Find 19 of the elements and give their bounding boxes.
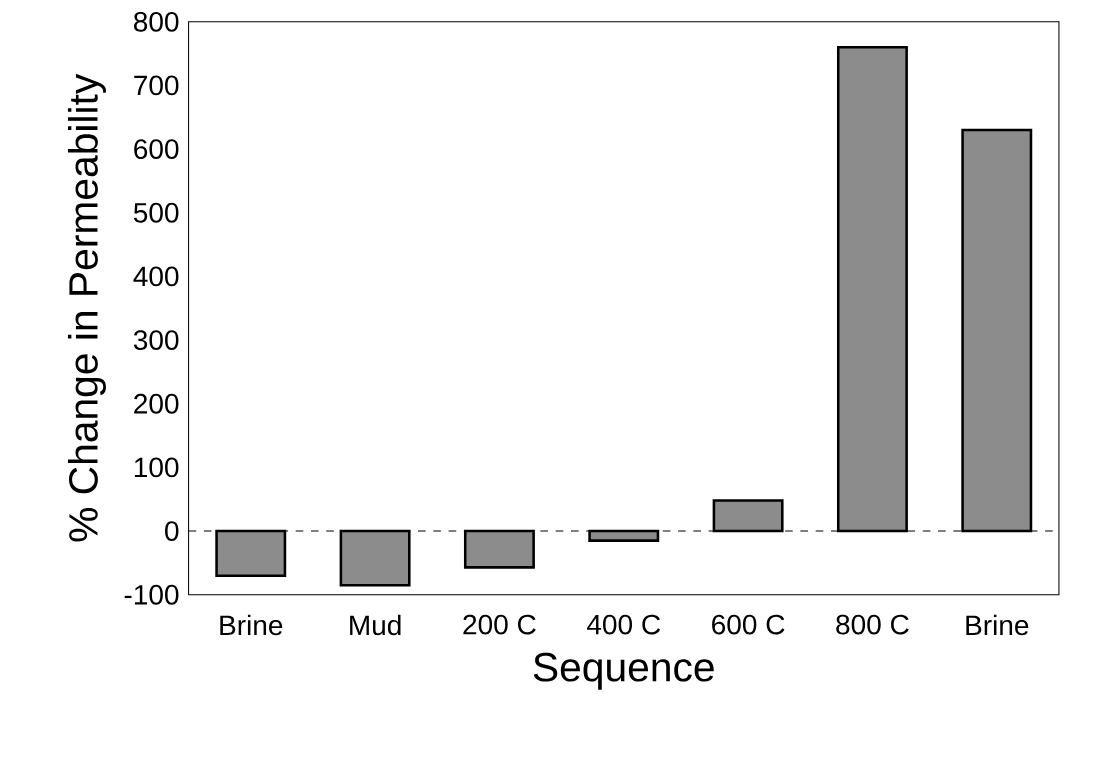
y-tick-label: 0	[165, 521, 179, 542]
x-tick-label: 400 C	[586, 614, 661, 635]
x-tick-label: Mud	[350, 614, 401, 636]
x-tick-label: Brine	[966, 614, 1029, 636]
x-tick-label: 600 C	[712, 614, 785, 635]
y-tick-label: -100	[124, 584, 179, 605]
y-tick-label: 300	[133, 330, 179, 351]
x-tick-label: Brine	[220, 614, 283, 636]
y-tick-label: 500	[133, 202, 179, 223]
y-tick-label: 800	[133, 11, 179, 32]
x-axis-title: Sequence	[533, 652, 714, 690]
x-tick-label: 200 C	[463, 614, 536, 635]
y-tick-label: 400	[133, 266, 179, 287]
y-tick-label: 200	[134, 393, 179, 414]
y-tick-label: 700	[134, 75, 179, 96]
x-tick-label: 800 C	[836, 614, 909, 635]
y-axis-title: % Change in Permeability	[67, 73, 106, 542]
y-tick-label: 100	[134, 457, 179, 478]
y-tick-label: 600	[134, 139, 179, 160]
